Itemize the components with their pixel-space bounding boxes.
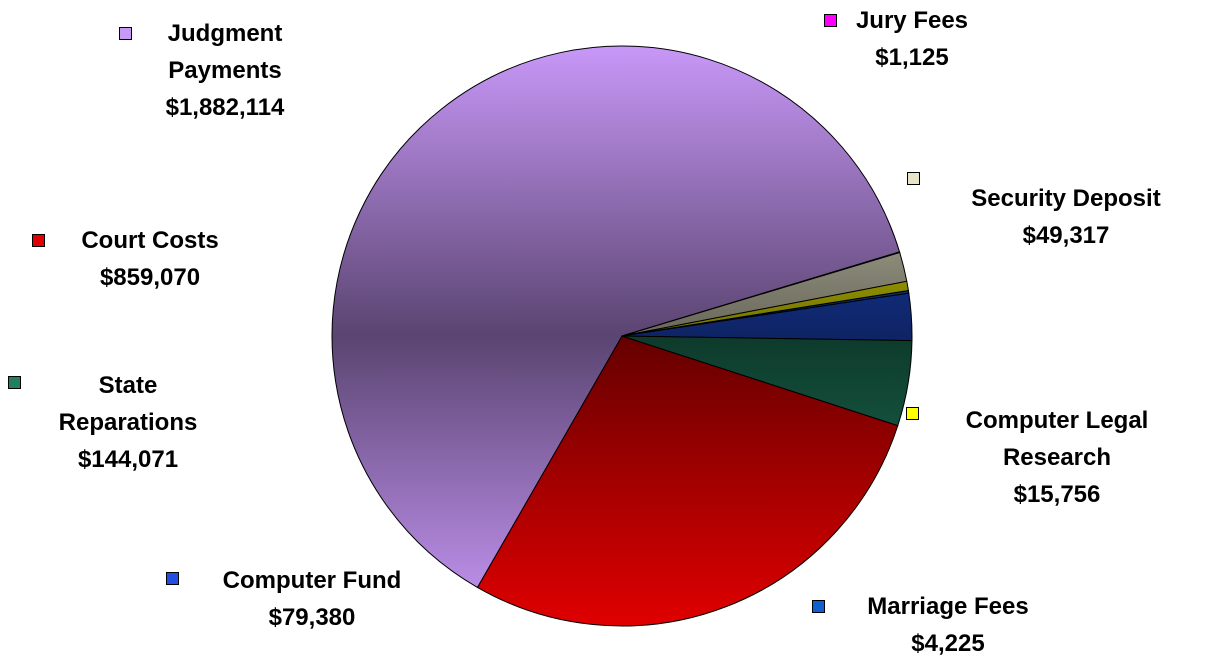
- legend-swatch: [907, 172, 920, 185]
- legend-swatch: [906, 407, 919, 420]
- slice-value: $1,125: [875, 44, 949, 71]
- slice-name: Marriage Fees: [867, 593, 1029, 620]
- pie-slice: [331, 45, 901, 589]
- slice-name: Computer Legal Research: [965, 407, 1149, 471]
- slice-label: Court Costs $859,070: [25, 222, 275, 296]
- slice-name: Security Deposit: [971, 185, 1161, 212]
- slice-name: Judgment Payments: [167, 20, 283, 84]
- pie-slice: [621, 335, 913, 427]
- slice-value: $49,317: [1022, 222, 1110, 249]
- slice-name: Computer Fund: [222, 567, 402, 594]
- legend-swatch: [166, 572, 179, 585]
- slice-name: State Reparations: [58, 372, 198, 436]
- slice-value: $4,225: [911, 630, 985, 657]
- slice-label: Computer Legal Research $15,756: [937, 402, 1177, 513]
- slice-label: State Reparations $144,071: [28, 367, 228, 478]
- slice-label: Jury Fees $1,125: [812, 2, 1012, 76]
- legend-swatch: [824, 14, 837, 27]
- legend-swatch: [8, 376, 21, 389]
- slice-label: Judgment Payments $1,882,114: [135, 15, 315, 126]
- slice-value: $1,882,114: [165, 94, 285, 121]
- slice-value: $144,071: [77, 446, 179, 473]
- slice-value: $859,070: [99, 264, 201, 291]
- slice-name: Jury Fees: [855, 7, 969, 34]
- slice-name: Court Costs: [81, 227, 219, 254]
- legend-swatch: [32, 234, 45, 247]
- slice-label: Security Deposit $49,317: [916, 180, 1209, 254]
- slice-value: $79,380: [268, 604, 356, 631]
- slice-label: Marriage Fees $4,225: [818, 588, 1078, 662]
- slice-value: $15,756: [1013, 481, 1101, 508]
- slice-label: Computer Fund $79,380: [162, 562, 462, 636]
- pie-slice: [476, 335, 899, 627]
- legend-swatch: [119, 27, 132, 40]
- legend-swatch: [812, 600, 825, 613]
